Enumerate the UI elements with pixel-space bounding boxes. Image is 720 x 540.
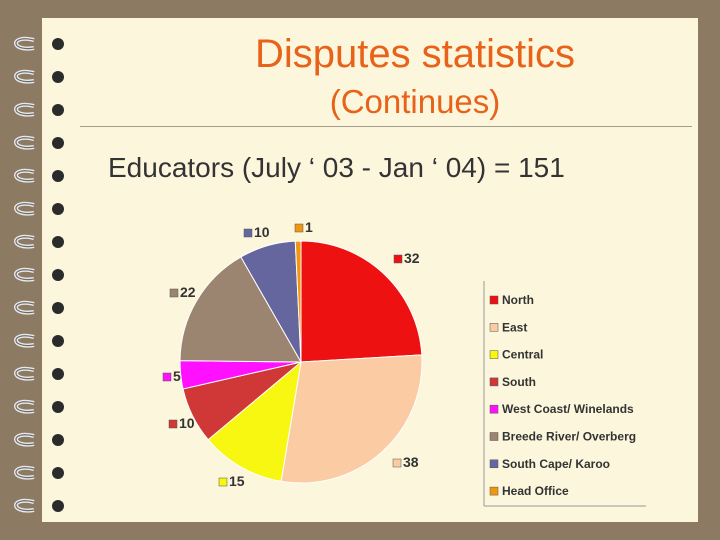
binding-hole (52, 104, 64, 116)
binding-hole (52, 38, 64, 50)
spiral-ring-outline (15, 269, 35, 281)
spiral-ring-outline (15, 236, 35, 248)
legend-swatch (489, 323, 499, 332)
binding-hole (52, 269, 64, 281)
pie-slice (280, 354, 423, 484)
legend-swatch (489, 432, 499, 441)
binding-hole (52, 203, 64, 215)
binding-hole (52, 71, 64, 83)
spiral-ring-outline (15, 38, 35, 50)
spiral-ring-outline (15, 203, 35, 215)
spiral-ring-outline (15, 302, 35, 314)
pie-slice (207, 360, 302, 482)
spiral-ring-outline (15, 401, 35, 413)
pie-slice (300, 240, 423, 363)
data-label: 5 (173, 368, 181, 384)
data-label-swatch (168, 419, 178, 429)
legend-swatch (489, 350, 499, 359)
slide-subtitle: (Continues) (329, 83, 501, 120)
legend-entry: Head Office (502, 484, 569, 498)
data-label-swatch (243, 228, 253, 238)
data-label: 10 (254, 224, 270, 240)
binding-hole (52, 434, 64, 446)
binding-hole (52, 335, 64, 347)
spiral-ring-outline (15, 170, 35, 182)
binding-hole (52, 170, 64, 182)
data-label: 15 (229, 473, 245, 489)
data-label: 1 (305, 219, 313, 235)
data-label: 38 (403, 454, 419, 470)
legend-entry: Central (502, 348, 543, 362)
title-divider (80, 126, 692, 127)
data-label-swatch (393, 254, 403, 264)
binding-hole (52, 137, 64, 149)
legend-entry: South (502, 375, 536, 389)
data-label-swatch (169, 288, 179, 298)
legend-entry: West Coast/ Winelands (502, 402, 634, 416)
binding-hole (52, 368, 64, 380)
data-label-swatch (162, 372, 172, 382)
data-label: 22 (180, 284, 196, 300)
legend-swatch (489, 295, 499, 305)
data-label-swatch (392, 458, 402, 468)
slide-title: Disputes statistics (254, 32, 576, 76)
binding-hole (52, 401, 64, 413)
data-label-swatch (294, 223, 304, 233)
spiral-ring-outline (15, 368, 35, 380)
binding-hole (52, 302, 64, 314)
spiral-ring-outline (15, 137, 35, 149)
spiral-ring-outline (15, 467, 35, 479)
legend-entry: North (502, 293, 534, 307)
data-label: 10 (179, 415, 195, 431)
spiral-ring-outline (15, 71, 35, 83)
legend-entry: Breede River/ Overberg (502, 430, 636, 444)
spiral-ring-outline (15, 500, 35, 512)
legend-swatch (489, 486, 499, 496)
legend-swatch (489, 459, 499, 469)
pie-slice (179, 256, 302, 363)
legend-swatch (489, 404, 499, 414)
binding-hole (52, 500, 64, 512)
binding-hole (52, 236, 64, 248)
spiral-ring-outline (15, 104, 35, 116)
spiral-binding (14, 36, 64, 513)
legend-entry: East (502, 320, 527, 334)
binding-hole (52, 467, 64, 479)
legend-swatch (489, 377, 499, 387)
pie-slice (294, 240, 302, 363)
data-label: 32 (404, 250, 420, 266)
chart-heading: Educators (July ‘ 03 - Jan ‘ 04) = 151 (108, 152, 565, 183)
legend-entry: South Cape/ Karoo (502, 457, 610, 471)
data-label-swatch (218, 477, 228, 487)
spiral-ring-outline (15, 434, 35, 446)
spiral-ring-outline (15, 335, 35, 347)
